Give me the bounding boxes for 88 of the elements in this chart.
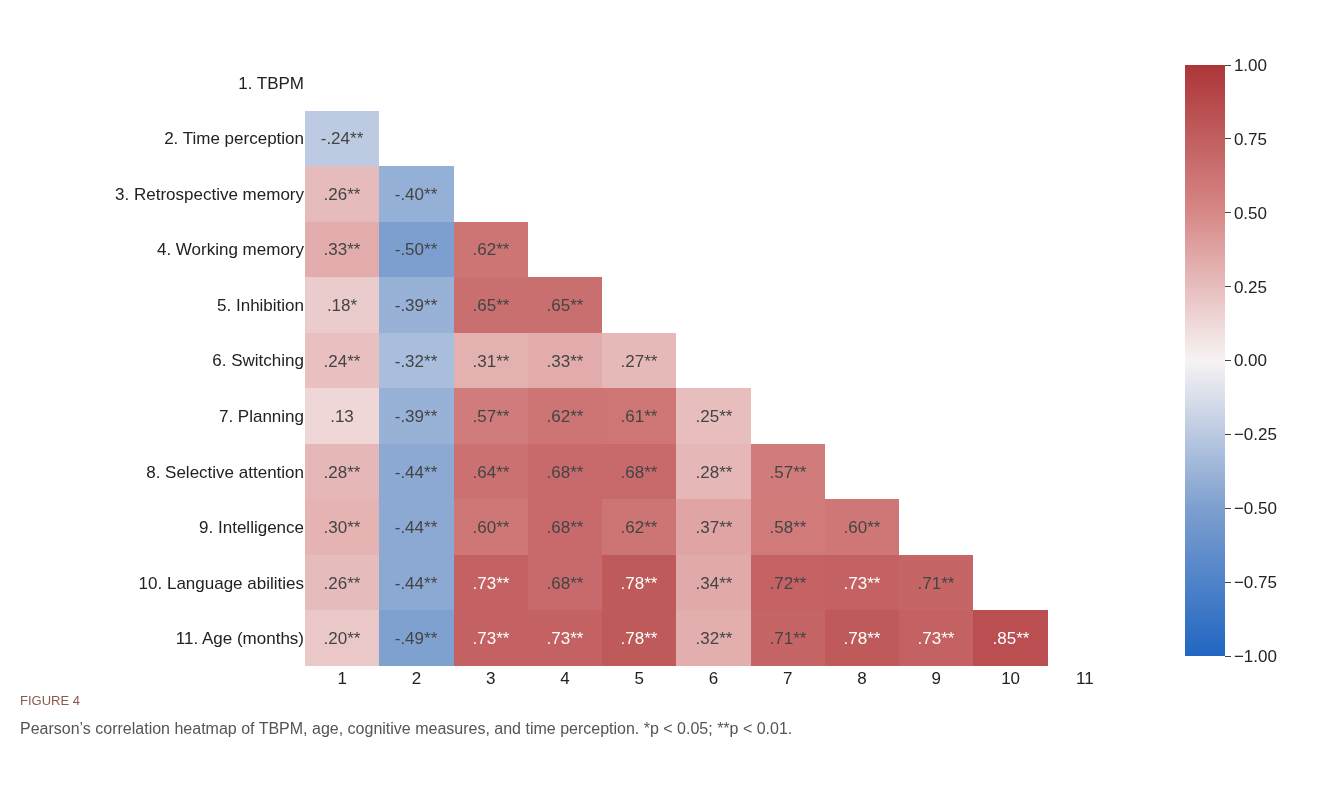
text: Pearson’s correlation heatmap of TBPM, age, cognitive measures, and time perception. *p < 0.05; **p < 0.01. [20, 720, 793, 737]
data-label: .78** [620, 573, 658, 593]
data-label: .60** [843, 517, 881, 537]
data-label: .73** [917, 628, 955, 648]
data-label: .60** [472, 517, 510, 537]
data-label: .73** [472, 573, 510, 593]
x-tick-label: 2 [411, 669, 422, 688]
color-bar-label: 0.00 [1233, 351, 1267, 371]
y-tick-label: 7. Planning [218, 407, 304, 426]
data-label: -.50** [394, 239, 438, 259]
x-tick-label: 8 [857, 669, 867, 688]
data-label: .68** [546, 517, 584, 537]
data-label: -.44** [394, 462, 438, 482]
data-label: .71** [917, 573, 955, 593]
x-tick-label: 4 [560, 669, 570, 688]
data-label: .78** [620, 628, 658, 648]
data-label: -.44** [394, 517, 438, 537]
data-label: .28** [695, 462, 733, 482]
x-tick-label: 3 [485, 669, 496, 688]
data-label: .57** [472, 406, 510, 426]
y-tick-label: 6. Switching [212, 351, 304, 371]
data-label: .26** [323, 573, 361, 593]
y-tick-label: 4. Working memory [156, 240, 305, 260]
data-label: .65** [546, 295, 584, 315]
data-label: .68** [546, 573, 584, 593]
color-bar-label: −1.00 [1233, 646, 1277, 666]
y-tick-label: 10. Language abilities [138, 573, 304, 593]
data-label: -.39** [394, 295, 438, 315]
data-label: .27** [620, 351, 658, 371]
x-tick-label: 6 [708, 669, 719, 688]
data-label: .73** [472, 628, 510, 648]
data-label: -.39** [394, 406, 438, 426]
color-bar-label: 0.25 [1233, 277, 1267, 297]
data-label: .24** [323, 351, 361, 371]
data-label: -.32** [394, 351, 438, 371]
data-label: .61** [620, 406, 658, 426]
data-label: .26** [323, 184, 361, 204]
data-label: .33** [546, 351, 584, 371]
data-label: .73** [843, 573, 881, 593]
data-label: .37** [695, 517, 733, 537]
data-label: .62** [472, 239, 510, 259]
data-label: .78** [843, 628, 881, 648]
y-tick-label: 2. Time perception [164, 129, 304, 149]
data-label: .28** [323, 462, 361, 482]
data-label: .30** [323, 517, 361, 537]
data-label: .25** [695, 406, 733, 426]
data-label: -.24** [320, 128, 364, 148]
data-label: .62** [546, 406, 584, 426]
data-label: .58** [769, 517, 807, 537]
data-label: .20** [323, 628, 361, 648]
color-bar-label: −0.75 [1233, 573, 1277, 593]
y-tick-label: 9. Intelligence [199, 518, 304, 538]
y-tick-label: 8. Selective attention [146, 462, 304, 482]
data-label: .68** [620, 462, 658, 482]
caption: FIGURE 4 [20, 693, 80, 708]
y-tick-label: 5. Inhibition [217, 295, 304, 315]
data-label: .18* [326, 295, 358, 315]
data-label: .32** [695, 628, 733, 648]
color-bar-label: 0.75 [1233, 129, 1267, 149]
data-label: .72** [769, 573, 807, 593]
data-label: -.44** [394, 573, 438, 593]
data-label: .13 [330, 406, 354, 426]
color-bar-label: −0.50 [1233, 499, 1277, 519]
x-tick-label: 10 [1001, 669, 1021, 688]
x-tick-label: 9 [931, 669, 942, 688]
data-label: .71** [769, 628, 807, 648]
y-tick-label: 1. TBPM [238, 73, 304, 93]
y-tick-label: 3. Retrospective memory [115, 184, 305, 204]
color-bar-label: −0.25 [1233, 425, 1277, 445]
data-label: .73** [546, 628, 584, 648]
data-label: .68** [546, 462, 584, 482]
data-label: -.40** [394, 184, 438, 204]
x-tick-label: 5 [634, 669, 644, 688]
data-label: .85** [992, 628, 1030, 648]
data-label: .65** [472, 295, 510, 315]
data-label: .57** [769, 462, 807, 482]
x-tick-label: 11 [1076, 669, 1094, 688]
data-label: .62** [620, 517, 658, 537]
data-label: -.49** [394, 628, 438, 648]
color-bar-label: 1.00 [1233, 55, 1267, 75]
x-tick-label: 7 [783, 669, 793, 688]
y-tick-label: 11. Age (months) [175, 629, 304, 649]
data-label: .31** [472, 351, 510, 371]
data-label: .33** [323, 239, 361, 259]
data-label: .64** [472, 462, 510, 482]
color-bar-label: 0.50 [1233, 203, 1267, 223]
data-label: .34** [695, 573, 733, 593]
x-tick-label: 1 [337, 669, 347, 688]
